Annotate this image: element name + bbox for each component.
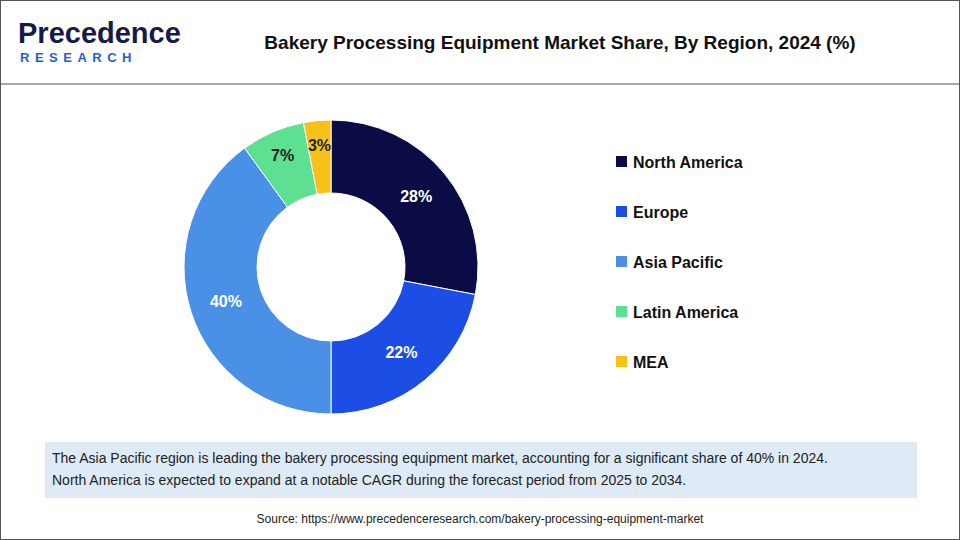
legend-swatch — [616, 206, 627, 217]
legend-label: MEA — [633, 354, 669, 371]
data-label: 28% — [400, 188, 432, 205]
legend-item: Europe — [616, 204, 688, 221]
legend-item: Latin America — [616, 304, 738, 321]
slice — [303, 120, 331, 194]
legend-label: Latin America — [633, 304, 738, 321]
data-labels: 28% 22% 40% 7% 3% — [210, 137, 432, 361]
legend-label: Europe — [633, 204, 688, 221]
data-label: 40% — [210, 293, 242, 310]
legend: North America Europe Asia Pacific Latin Ame… — [616, 154, 743, 371]
data-label: 22% — [385, 344, 417, 361]
chart: PrecedenceRESEARCH Bakery Processing Equi… — [0, 0, 960, 540]
frame — [1, 1, 960, 540]
legend-swatch — [616, 356, 627, 367]
legend-swatch — [616, 306, 627, 317]
data-label: 7% — [271, 147, 294, 164]
legend-item: North America — [616, 154, 743, 171]
source: Source: https://www.precedenceresearch.c… — [257, 512, 705, 526]
logo-name: Precedence — [18, 17, 181, 49]
legend-swatch — [616, 156, 627, 167]
annotation-box — [45, 442, 917, 498]
legend-swatch — [616, 256, 627, 267]
slice — [331, 281, 475, 414]
annotations: The Asia Pacific region is leading the b… — [52, 450, 828, 488]
logo-subtitle: RESEARCH — [20, 50, 137, 65]
data-label: 3% — [308, 137, 331, 154]
title: Bakery Processing Equipment Market Share… — [264, 32, 855, 53]
annotation: The Asia Pacific region is leading the b… — [52, 450, 828, 466]
header-rule — [0, 84, 960, 85]
legend-label: Asia Pacific — [633, 254, 723, 271]
legend-label: North America — [633, 154, 743, 171]
annotation: North America is expected to expand at a… — [52, 472, 686, 488]
donut — [184, 120, 478, 414]
slice — [331, 120, 478, 295]
legend-item: MEA — [616, 354, 669, 371]
legend-item: Asia Pacific — [616, 254, 723, 271]
